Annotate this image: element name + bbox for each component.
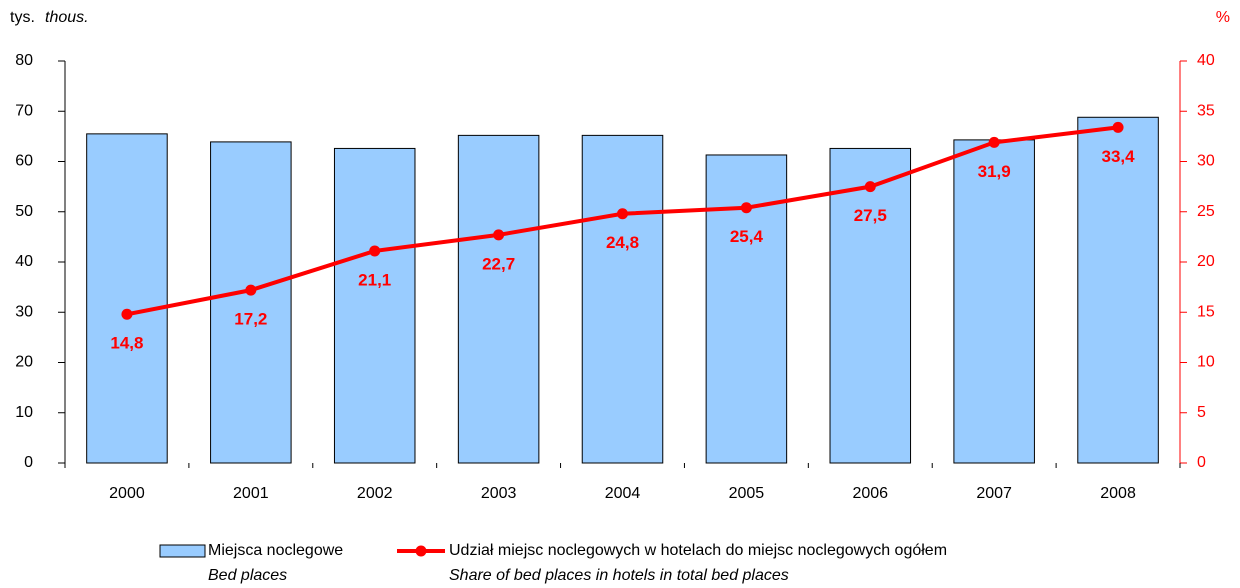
bar [953,139,1035,464]
y-tick-label: 10 [15,404,33,421]
y2-tick-label: 20 [1197,253,1215,270]
data-label: 27,5 [854,206,887,225]
data-label: 33,4 [1102,147,1136,166]
point [369,245,381,257]
x-tick-label: 2006 [852,485,888,502]
data-label: 17,2 [234,310,267,329]
legend-label-en: Share of bed places in hotels in total b… [449,567,789,584]
x-tick-label: 2004 [605,485,641,502]
y-axis-label: tys. [10,9,35,26]
y-tick-label: 70 [15,102,33,119]
bar [457,134,540,464]
point [988,136,1000,148]
x-tick-label: 2008 [1100,485,1136,502]
point [493,229,505,241]
y-tick-label: 40 [15,253,33,270]
x-tick-label: 2005 [729,485,765,502]
y2-tick-label: 5 [1197,404,1206,421]
data-label: 21,1 [358,270,391,289]
point [1112,121,1124,133]
legend-swatch [415,545,427,557]
y2-axis-label: % [1216,9,1230,26]
data-label: 25,4 [730,227,764,246]
point [617,208,628,220]
x-tick-label: 2003 [481,485,517,502]
y2-tick-label: 30 [1197,153,1215,170]
point [121,308,133,320]
y2-tick-label: 15 [1197,303,1215,320]
legend-swatch [159,544,206,558]
bar [333,147,416,464]
bar [581,134,664,464]
y-tick-label: 60 [15,153,33,170]
y-tick-label: 20 [15,354,33,371]
point [864,181,876,193]
y2-tick-label: 25 [1197,203,1215,220]
y2-tick-label: 10 [1197,354,1215,371]
legend-label-en: Bed places [208,567,287,584]
point [245,284,257,296]
x-tick-label: 2002 [357,485,393,502]
data-label: 24,8 [606,233,639,252]
y-tick-label: 30 [15,303,33,320]
data-label: 22,7 [482,254,515,273]
data-label: 14,8 [110,334,143,353]
y-tick-label: 80 [15,52,33,69]
legend-label: Miejsca noclegowe [208,542,343,559]
bar [829,147,912,464]
y-axis-label-en: thous. [45,9,89,26]
bar [1077,116,1159,464]
y2-tick-label: 0 [1197,454,1206,471]
y2-tick-label: 35 [1197,102,1215,119]
y-tick-label: 50 [15,203,33,220]
bar [210,141,292,464]
legend-label: Udział miejsc noclegowych w hotelach do … [449,542,947,559]
data-label: 31,9 [978,162,1011,181]
point [740,202,752,214]
bar [86,133,168,464]
y-tick-label: 0 [24,454,33,471]
x-tick-label: 2000 [109,485,145,502]
x-tick-label: 2001 [233,485,269,502]
x-tick-label: 2007 [976,485,1012,502]
y2-tick-label: 40 [1197,52,1215,69]
